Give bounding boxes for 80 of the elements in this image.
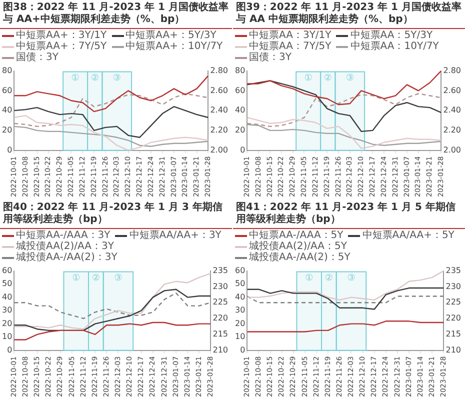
band-label: ①	[304, 74, 312, 84]
band-label: ③	[114, 274, 122, 284]
chart-title: 图41：2022 年 11 月-2023 年 1 月 5 年期信用等级利差走势（bp）	[233, 200, 465, 229]
legend-label: 中短票AA+：5Y/3Y	[124, 30, 216, 41]
y-tick-label: 0	[7, 345, 12, 354]
y2-tick-label: 235	[446, 266, 462, 275]
legend-label: 城投债AA(2)/AA：3Y	[15, 241, 114, 252]
legend-label: 中短票AA：5Y/3Y	[349, 30, 433, 41]
chart-title: 图38：2022 年 11 月-2023 年 1 月国债收益率与 AA+中短票期限利差走势（%、bp）	[0, 0, 232, 29]
legend-label: 中短票AA：3Y/1Y	[248, 30, 332, 41]
band-label: ①	[71, 74, 80, 84]
legend-label: 中短票AA-/AAA：5Y	[248, 230, 344, 241]
y-tick-label: 40	[2, 106, 12, 115]
y-tick-label: 20	[234, 126, 246, 135]
y2-tick-label: 2.40	[443, 106, 461, 115]
y-tick-label: 50	[2, 279, 12, 288]
legend-label: 城投债AA(2)/AA：5Y	[248, 241, 347, 252]
legend-label: 中短票AA+：10Y/7Y	[124, 41, 223, 52]
y2-tick-label: 220	[446, 314, 462, 323]
y-tick-label: 40	[234, 292, 246, 302]
y-tick-label: 20	[2, 318, 12, 328]
y2-tick-label: 210	[212, 345, 228, 354]
y-tick-label: 0	[7, 145, 12, 154]
legend-label: 国债：3Y	[248, 52, 292, 63]
y2-tick-label: 2.60	[443, 86, 461, 95]
legend-label: 中短票AA：7Y/5Y	[248, 41, 332, 52]
band-label: ②	[324, 74, 332, 84]
y2-tick-label: 220	[212, 314, 228, 323]
y-tick-label: 40	[2, 292, 12, 302]
legend-label: 城投债AA-/AA(2)：3Y	[15, 252, 118, 263]
legend-label: 城投债AA-/AA(2)：5Y	[248, 252, 350, 263]
y-tick-label: 60	[2, 86, 12, 95]
y2-tick-label: 215	[212, 329, 228, 338]
legend-label: 中短票AA+：3Y/1Y	[15, 30, 107, 41]
y2-tick-label: 225	[212, 298, 228, 307]
y2-tick-label: 230	[446, 282, 462, 291]
band-label: ①	[72, 274, 80, 284]
y-tick-label: 50	[234, 279, 246, 288]
y-tick-label: 0	[240, 145, 246, 154]
chart-title: 图39：2022 年 11 月-2023 年 1 月国债收益率与 AA 中短票期限利差走势（%、bp）	[233, 0, 465, 29]
band-label: ③	[112, 74, 121, 84]
y2-tick-label: 225	[446, 298, 462, 307]
y-tick-label: 40	[234, 106, 246, 115]
band-label: ③	[347, 274, 356, 284]
y-tick-label: 60	[2, 266, 12, 275]
y-tick-label: 30	[2, 306, 12, 315]
y-tick-label: 10	[234, 332, 246, 342]
band-label: ②	[324, 274, 333, 284]
legend-label: 国债：3Y	[15, 52, 58, 63]
y2-tick-label: 2.20	[443, 126, 461, 135]
legend-label: 中短票AA-/AAA：3Y	[15, 230, 110, 241]
legend-label: 中短票AA/AA+：3Y	[128, 230, 222, 241]
y-tick-label: 10	[2, 332, 12, 342]
y-tick-label: 60	[234, 86, 246, 95]
y2-tick-label: 235	[212, 266, 228, 275]
y-tick-label: 60	[234, 266, 246, 275]
y2-tick-label: 2.20	[210, 126, 228, 135]
band-label: ①	[305, 274, 314, 284]
y2-tick-label: 2.00	[210, 145, 228, 154]
y-tick-label: 20	[234, 318, 246, 328]
y-tick-label: 80	[234, 66, 246, 75]
y2-tick-label: 2.00	[443, 145, 461, 154]
y2-tick-label: 2.60	[210, 86, 228, 95]
y2-tick-label: 230	[212, 282, 228, 291]
legend-label: 中短票AA：10Y/7Y	[349, 41, 439, 52]
band-label: ②	[92, 274, 100, 284]
y-tick-label: 80	[2, 66, 12, 75]
y2-tick-label: 215	[446, 329, 462, 338]
legend-label: 中短票AA+：7Y/5Y	[15, 41, 107, 52]
y2-tick-label: 2.80	[443, 66, 461, 75]
band-label: ②	[90, 74, 99, 84]
y-tick-label: 30	[234, 306, 246, 315]
y2-tick-label: 210	[446, 345, 462, 354]
legend-label: 中短票AA/AA+：5Y	[361, 230, 454, 241]
chart-title: 图40：2022 年 11 月-2023 年 1 月 3 年期信用等级利差走势（bp）	[0, 200, 232, 229]
band-label: ③	[346, 74, 354, 84]
y-tick-label: 20	[2, 126, 12, 135]
y2-tick-label: 2.40	[210, 106, 228, 115]
y-tick-label: 0	[240, 345, 246, 354]
y2-tick-label: 2.80	[210, 66, 228, 75]
